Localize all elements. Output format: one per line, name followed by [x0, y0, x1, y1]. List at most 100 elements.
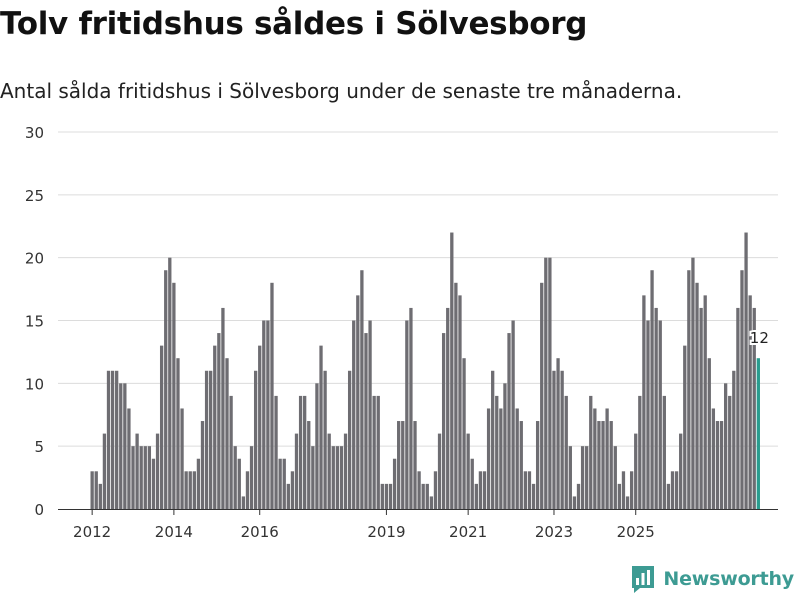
- bar: [159, 345, 164, 509]
- bar: [364, 333, 368, 509]
- bar: [585, 446, 589, 509]
- bar: [392, 458, 397, 509]
- bar: [535, 421, 540, 509]
- bar: [347, 370, 352, 509]
- bar: [470, 458, 474, 509]
- bar: [560, 370, 564, 509]
- bar: [127, 408, 131, 509]
- bar: [98, 483, 102, 509]
- bar: [491, 370, 495, 509]
- bar: [548, 257, 552, 509]
- x-tick-label: 2023: [535, 523, 573, 541]
- bar: [544, 257, 548, 509]
- bar: [433, 471, 438, 509]
- bar: [368, 320, 372, 509]
- bar: [556, 358, 560, 509]
- brand-logo[interactable]: Newsworthy: [630, 564, 794, 594]
- bar: [229, 395, 233, 509]
- bar: [740, 270, 744, 509]
- y-tick-label: 10: [25, 375, 44, 393]
- bar: [356, 295, 360, 509]
- bar: [278, 458, 282, 509]
- bar: [683, 345, 687, 509]
- y-tick-label: 5: [34, 438, 44, 456]
- bar: [695, 282, 699, 509]
- bar: [258, 345, 262, 509]
- bar: [413, 421, 417, 509]
- bar: [131, 446, 135, 509]
- bar: [339, 446, 344, 509]
- x-tick-label: 2021: [449, 523, 487, 541]
- bar: [102, 433, 107, 509]
- bar: [307, 421, 311, 509]
- bar: [147, 446, 152, 509]
- bar: [650, 270, 654, 509]
- bar: [143, 446, 147, 509]
- bar: [319, 345, 323, 509]
- bar: [707, 358, 711, 509]
- bar: [687, 270, 691, 509]
- y-tick-label: 20: [25, 250, 44, 268]
- bar: [723, 383, 728, 509]
- bar: [674, 471, 679, 509]
- chart-title: Tolv fritidshus såldes i Sölvesborg: [0, 6, 588, 42]
- bar: [315, 383, 319, 509]
- bar: [241, 496, 246, 509]
- bar: [670, 471, 675, 509]
- y-axis-ticks: 0 5 10 15 20 25 30: [25, 124, 44, 519]
- bar: [658, 320, 662, 509]
- bar: [519, 421, 523, 509]
- bar: [679, 433, 683, 509]
- x-tick-label: 2014: [155, 523, 193, 541]
- bar: [593, 408, 597, 509]
- bar: [486, 408, 491, 509]
- bar: [123, 383, 127, 509]
- bar: [752, 307, 756, 509]
- bar: [213, 345, 217, 509]
- bar: [625, 496, 630, 509]
- x-tick-label: 2012: [73, 523, 111, 541]
- bar: [466, 433, 470, 509]
- bar: [744, 232, 748, 509]
- x-tick-label: 2016: [241, 523, 279, 541]
- bar: [298, 395, 303, 509]
- bar: [331, 446, 335, 509]
- bar: [323, 370, 327, 509]
- bar: [119, 383, 123, 509]
- y-tick-label: 15: [25, 313, 44, 331]
- bar: [115, 370, 119, 509]
- bar: [446, 307, 450, 509]
- bar: [172, 282, 176, 509]
- bar: [454, 282, 458, 509]
- bar: [253, 370, 258, 509]
- bar: [90, 471, 94, 509]
- bar: [748, 295, 752, 509]
- bar: [499, 408, 503, 509]
- bar: [642, 295, 646, 509]
- bar: [376, 395, 380, 509]
- bar: [274, 395, 278, 509]
- bar: [654, 307, 658, 509]
- bar: [515, 408, 519, 509]
- last-value-label: 12: [750, 329, 769, 347]
- bar: [662, 395, 666, 509]
- bar: [164, 270, 168, 509]
- bar: [110, 370, 115, 509]
- x-axis-ticks: 2012 2014 2016 2019 2021 2023 2025: [73, 509, 655, 541]
- bar: [94, 471, 98, 509]
- bar: [450, 232, 454, 509]
- bar: [106, 370, 111, 509]
- bar: [245, 471, 250, 509]
- bar: [151, 458, 156, 509]
- bar: [380, 483, 384, 509]
- bar: [540, 282, 544, 509]
- bar: [184, 471, 188, 509]
- bar: [286, 483, 290, 509]
- bar: [531, 483, 536, 509]
- bar: [327, 433, 331, 509]
- bar: [572, 496, 577, 509]
- bar: [728, 395, 732, 509]
- x-tick-label: 2019: [367, 523, 405, 541]
- bar: [703, 295, 707, 509]
